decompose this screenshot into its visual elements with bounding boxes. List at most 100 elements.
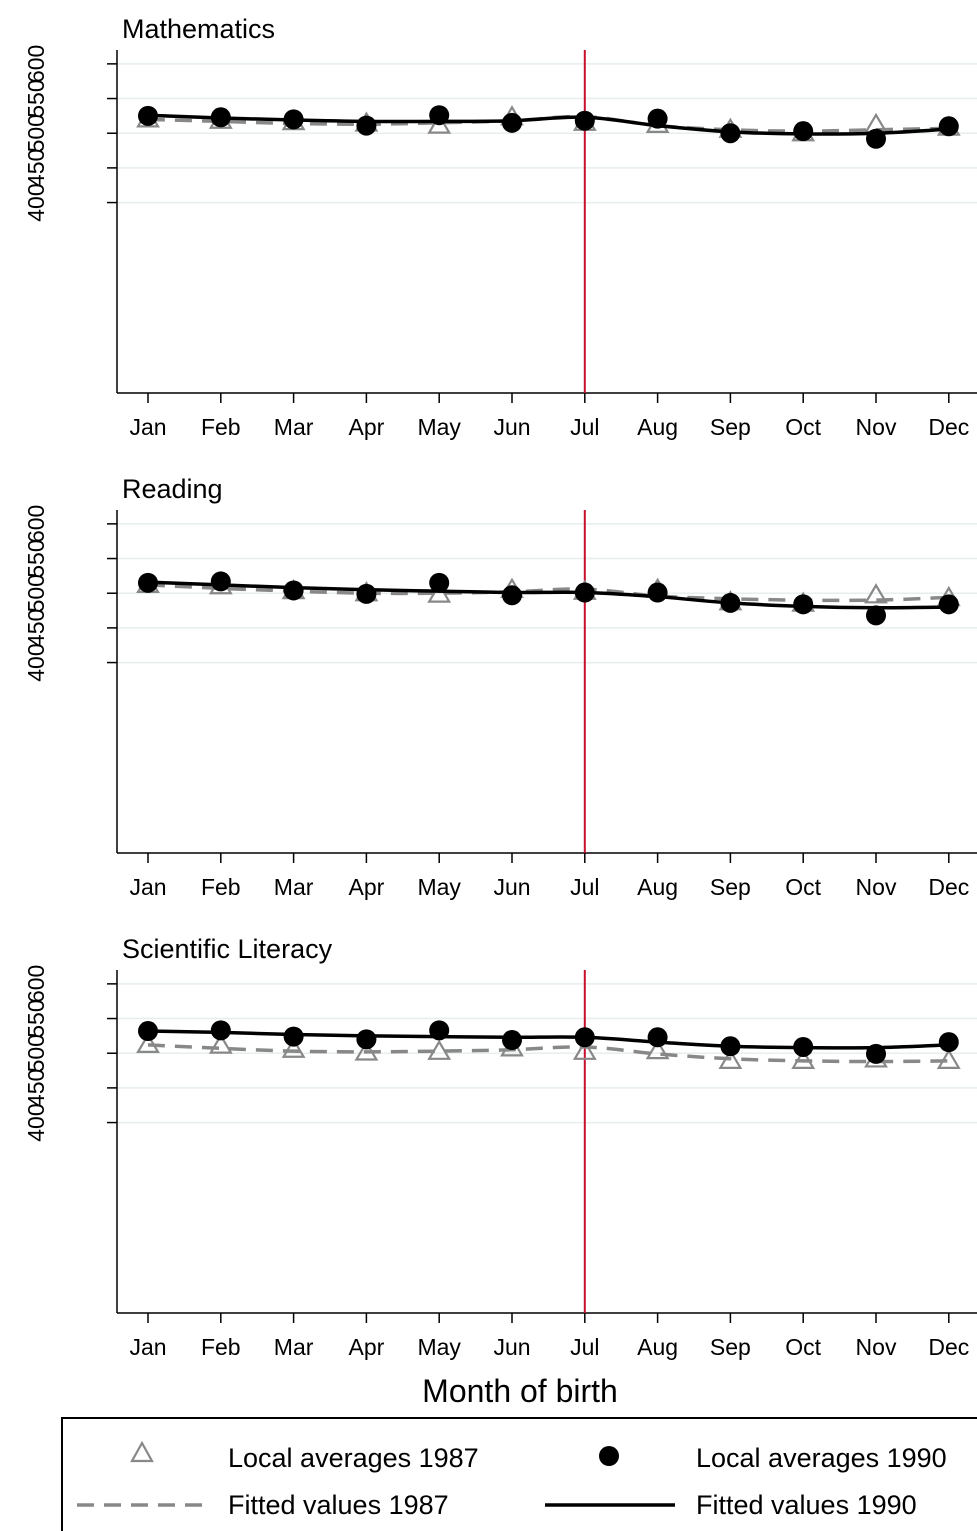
point-1990 (283, 1026, 304, 1047)
x-tick-label: May (417, 1334, 461, 1360)
y-tick-label: 550 (23, 79, 49, 117)
point-1990 (502, 585, 522, 606)
point-1990 (938, 1032, 959, 1053)
x-tick-label: Dec (928, 1334, 969, 1360)
x-tick-label: Nov (856, 1334, 897, 1360)
y-tick-label: 400 (23, 643, 49, 681)
y-tick-label: 600 (23, 45, 49, 83)
point-1990 (720, 592, 741, 613)
point-1990 (429, 105, 450, 126)
point-1990 (283, 580, 304, 601)
y-tick-label: 450 (23, 149, 49, 187)
legend-label-fitted-1987: Fitted values 1987 (228, 1490, 449, 1520)
legend-symbol-triangle-1987 (130, 1440, 154, 1463)
x-tick-label: Nov (856, 414, 897, 440)
point-1990 (429, 1020, 450, 1041)
point-1987 (281, 1037, 306, 1058)
x-tick-label: Apr (349, 874, 385, 900)
point-1990 (502, 1030, 522, 1051)
point-1990 (210, 107, 231, 128)
fitted-line-1990 (147, 1029, 949, 1050)
x-tick-label: Jul (570, 414, 599, 440)
x-tick-label: Nov (856, 874, 897, 900)
legend-label-local-1987: Local averages 1987 (228, 1443, 479, 1473)
fitted-line-1987 (147, 1043, 949, 1064)
point-1990 (574, 110, 595, 131)
point-1990 (866, 1043, 886, 1064)
y-tick-label: 600 (23, 965, 49, 1003)
panel-title: Reading (122, 474, 223, 504)
x-tick-label: Aug (637, 414, 678, 440)
y-tick-label: 500 (23, 1034, 49, 1072)
x-tick-label: Aug (637, 1334, 678, 1360)
x-axis-label: Month of birth (422, 1373, 618, 1409)
x-tick-label: Jun (493, 874, 530, 900)
point-1990 (356, 583, 377, 604)
point-1990 (356, 115, 377, 136)
x-tick-label: May (417, 414, 461, 440)
point-1990 (793, 1036, 814, 1057)
x-tick-label: Mar (274, 414, 314, 440)
point-1990 (429, 572, 450, 593)
point-1987 (864, 583, 888, 604)
y-tick-label: 600 (23, 505, 49, 543)
x-tick-label: Sep (710, 1334, 751, 1360)
y-tick-label: 550 (23, 999, 49, 1037)
point-1990 (647, 1027, 668, 1048)
x-tick-label: Apr (349, 414, 385, 440)
legend-symbol-dot-1990 (599, 1446, 619, 1466)
x-tick-label: Jan (129, 874, 166, 900)
x-tick-label: Oct (785, 874, 821, 900)
point-1987 (645, 1038, 670, 1060)
point-1990 (283, 109, 304, 130)
x-tick-label: Dec (928, 874, 969, 900)
x-tick-label: Jul (570, 1334, 599, 1360)
x-tick-label: Mar (274, 874, 314, 900)
y-tick-label: 500 (23, 114, 49, 152)
x-tick-label: Sep (710, 414, 751, 440)
point-1990 (138, 1021, 158, 1042)
point-1990 (138, 105, 158, 126)
legend-frame (61, 1417, 977, 1531)
point-1990 (938, 594, 959, 615)
x-tick-label: Jan (129, 1334, 166, 1360)
x-tick-label: Mar (274, 1334, 314, 1360)
point-1990 (720, 1036, 741, 1057)
x-tick-label: Apr (349, 1334, 385, 1360)
legend-label-fitted-1990: Fitted values 1990 (696, 1490, 917, 1520)
point-1990 (502, 112, 522, 133)
point-1990 (647, 582, 668, 603)
x-tick-label: Jun (493, 1334, 530, 1360)
x-tick-label: Aug (637, 874, 678, 900)
point-1987 (572, 1039, 597, 1060)
x-tick-label: Jan (129, 414, 166, 440)
point-1990 (647, 108, 668, 129)
x-tick-label: Oct (785, 414, 821, 440)
point-1990 (574, 1027, 595, 1048)
point-1990 (866, 605, 886, 626)
panel-title: Scientific Literacy (122, 934, 333, 964)
y-tick-label: 500 (23, 574, 49, 612)
x-tick-label: Sep (710, 874, 751, 900)
point-1990 (356, 1029, 377, 1050)
point-1990 (138, 572, 158, 593)
x-tick-label: Oct (785, 1334, 821, 1360)
x-tick-label: Dec (928, 414, 969, 440)
legend-label-local-1990: Local averages 1990 (696, 1443, 947, 1473)
panel-title: Mathematics (122, 14, 275, 44)
y-tick-label: 550 (23, 539, 49, 577)
legend: Local averages 1987 Local averages 1990 … (61, 1417, 977, 1531)
fitted-line-1990 (147, 580, 949, 610)
point-1990 (720, 123, 741, 144)
x-tick-label: May (417, 874, 461, 900)
y-tick-label: 450 (23, 1069, 49, 1107)
point-1990 (866, 128, 886, 149)
x-tick-label: Feb (201, 874, 241, 900)
point-1990 (793, 121, 814, 142)
point-1990 (210, 571, 231, 592)
x-tick-label: Feb (201, 414, 241, 440)
